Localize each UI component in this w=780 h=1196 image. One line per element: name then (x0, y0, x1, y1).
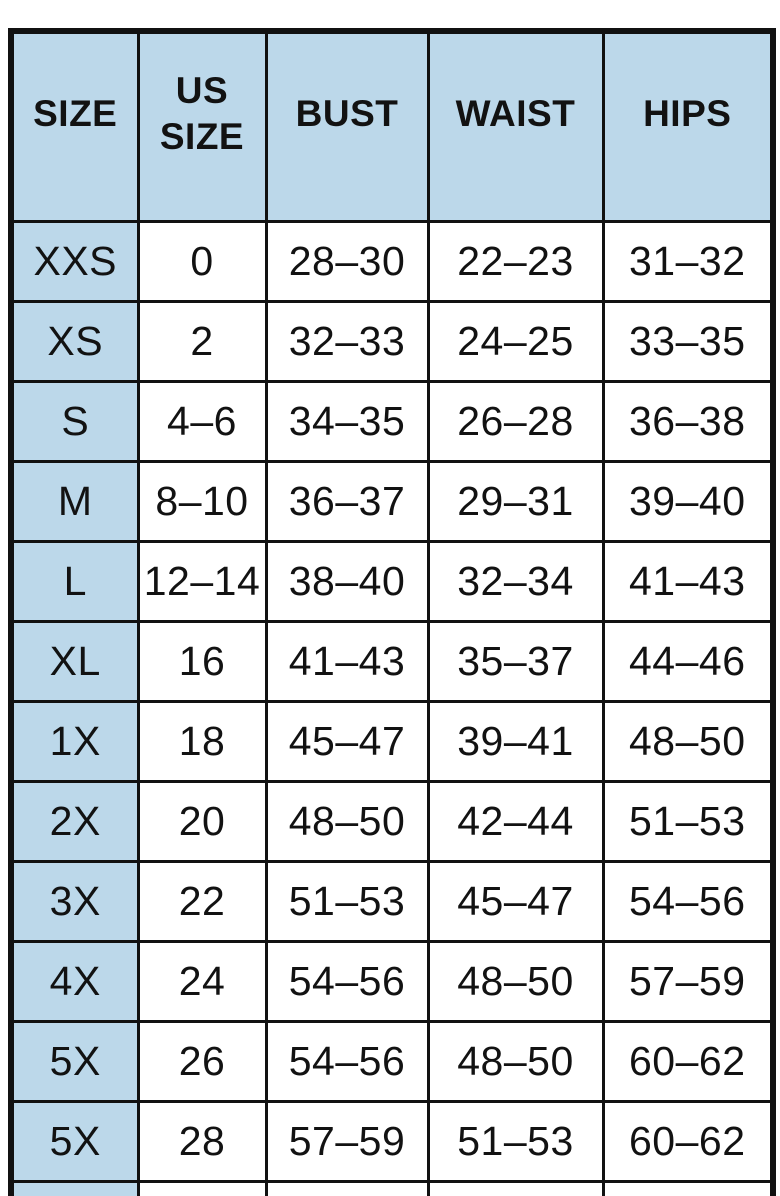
size-cell: 2X (9, 780, 140, 863)
waist-cell: 35–37 (426, 620, 605, 703)
size-cell: 6X (9, 1180, 140, 1196)
size-cell: 1X (9, 700, 140, 783)
us-size-cell: 20 (136, 780, 268, 863)
bust-cell: 36–37 (264, 460, 430, 543)
waist-cell: 54–56 (426, 1180, 605, 1196)
hips-cell: 44–46 (601, 620, 775, 703)
us-size-cell: 26 (136, 1020, 268, 1103)
waist-cell: 48–50 (426, 940, 605, 1023)
us-size-cell: 24 (136, 940, 268, 1023)
table-row: 4X 24 54–56 48–50 57–59 (9, 940, 775, 1023)
waist-cell: 48–50 (426, 1020, 605, 1103)
hips-cell: 60–62 (601, 1100, 775, 1183)
table-row: 2X 20 48–50 42–44 51–53 (9, 780, 775, 863)
us-size-cell: 0 (136, 220, 268, 303)
us-size-cell: 16 (136, 620, 268, 703)
table-row: XXS 0 28–30 22–23 31–32 (9, 220, 775, 303)
table-row: 1X 18 45–47 39–41 48–50 (9, 700, 775, 783)
bust-cell: 45–47 (264, 700, 430, 783)
bust-cell: 48–50 (264, 780, 430, 863)
waist-cell: 42–44 (426, 780, 605, 863)
hips-cell: 51–53 (601, 780, 775, 863)
bust-cell: 34–35 (264, 380, 430, 463)
hips-cell: 31–32 (601, 220, 775, 303)
bust-cell: 38–40 (264, 540, 430, 623)
size-cell: 5X (9, 1020, 140, 1103)
hips-cell: 41–43 (601, 540, 775, 623)
table-row: L 12–14 38–40 32–34 41–43 (9, 540, 775, 623)
hips-cell: 33–35 (601, 300, 775, 383)
col-header-bust: BUST (264, 29, 430, 223)
us-size-cell: 22 (136, 860, 268, 943)
header-row: SIZE US SIZE BUST WAIST HIPS (9, 29, 775, 223)
size-cell: S (9, 380, 140, 463)
table-row: S 4–6 34–35 26–28 36–38 (9, 380, 775, 463)
hips-cell: 39–40 (601, 460, 775, 543)
us-size-cell: 12–14 (136, 540, 268, 623)
bust-cell: 28–30 (264, 220, 430, 303)
us-size-cell: 28 (136, 1180, 268, 1196)
table-row: 5X 28 57–59 51–53 60–62 (9, 1100, 775, 1183)
table-row: M 8–10 36–37 29–31 39–40 (9, 460, 775, 543)
table-row: 6X 28 60–62 54–56 63–65 (9, 1180, 775, 1196)
us-size-cell: 18 (136, 700, 268, 783)
bust-cell: 54–56 (264, 1020, 430, 1103)
waist-cell: 32–34 (426, 540, 605, 623)
bust-cell: 51–53 (264, 860, 430, 943)
hips-cell: 60–62 (601, 1020, 775, 1103)
us-size-cell: 28 (136, 1100, 268, 1183)
table-row: XL 16 41–43 35–37 44–46 (9, 620, 775, 703)
col-header-waist: WAIST (426, 29, 605, 223)
size-cell: 4X (9, 940, 140, 1023)
hips-cell: 36–38 (601, 380, 775, 463)
bust-cell: 57–59 (264, 1100, 430, 1183)
waist-cell: 45–47 (426, 860, 605, 943)
hips-cell: 57–59 (601, 940, 775, 1023)
col-header-size: SIZE (9, 29, 140, 223)
bust-cell: 41–43 (264, 620, 430, 703)
waist-cell: 39–41 (426, 700, 605, 783)
hips-cell: 54–56 (601, 860, 775, 943)
col-header-hips: HIPS (601, 29, 775, 223)
bust-cell: 60–62 (264, 1180, 430, 1196)
size-chart-table: SIZE US SIZE BUST WAIST HIPS XXS 0 28–30… (8, 28, 776, 1196)
size-cell: L (9, 540, 140, 623)
us-size-cell: 2 (136, 300, 268, 383)
col-header-us-size: US SIZE (136, 29, 268, 223)
table-row: 5X 26 54–56 48–50 60–62 (9, 1020, 775, 1103)
table-row: XS 2 32–33 24–25 33–35 (9, 300, 775, 383)
waist-cell: 29–31 (426, 460, 605, 543)
size-cell: XS (9, 300, 140, 383)
size-cell: 5X (9, 1100, 140, 1183)
us-size-cell: 8–10 (136, 460, 268, 543)
waist-cell: 51–53 (426, 1100, 605, 1183)
size-cell: 3X (9, 860, 140, 943)
waist-cell: 22–23 (426, 220, 605, 303)
hips-cell: 63–65 (601, 1180, 775, 1196)
size-cell: XXS (9, 220, 140, 303)
bust-cell: 32–33 (264, 300, 430, 383)
size-cell: M (9, 460, 140, 543)
bust-cell: 54–56 (264, 940, 430, 1023)
hips-cell: 48–50 (601, 700, 775, 783)
us-size-cell: 4–6 (136, 380, 268, 463)
table-row: 3X 22 51–53 45–47 54–56 (9, 860, 775, 943)
waist-cell: 26–28 (426, 380, 605, 463)
waist-cell: 24–25 (426, 300, 605, 383)
size-cell: XL (9, 620, 140, 703)
